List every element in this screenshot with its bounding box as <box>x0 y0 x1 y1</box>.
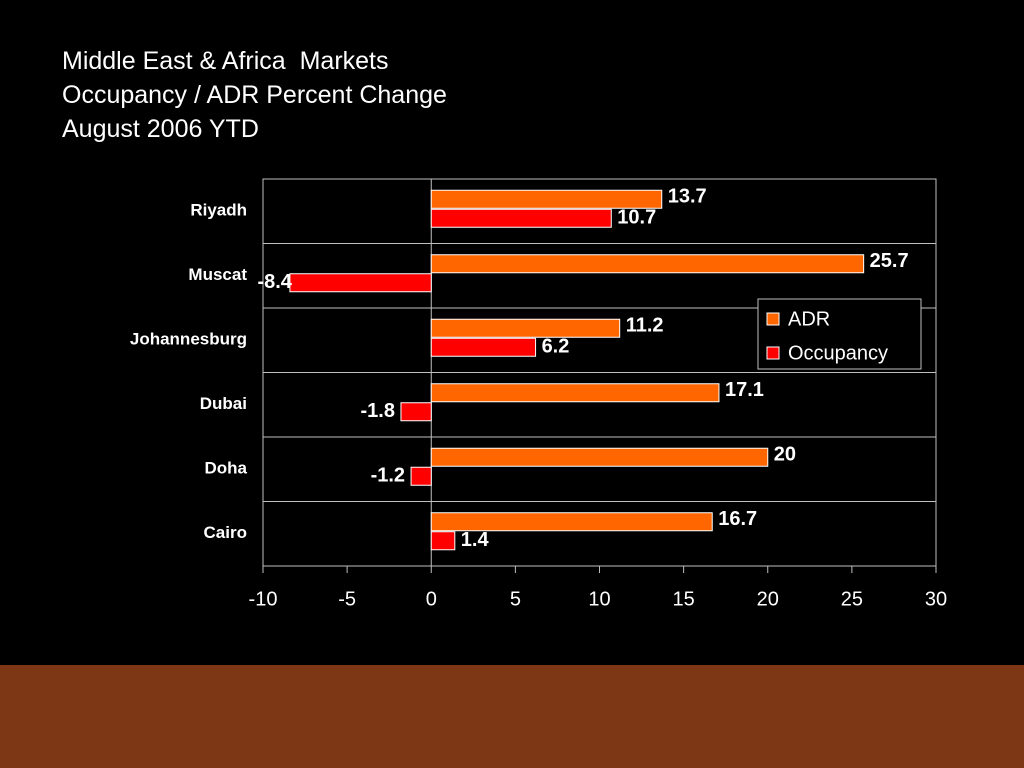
x-tick-label: -10 <box>249 588 278 610</box>
data-label: 13.7 <box>668 186 707 208</box>
bar-occupancy <box>410 466 432 486</box>
bar-occupancy <box>400 402 432 422</box>
title-line-1: Middle East & Africa Markets <box>62 47 389 75</box>
data-label: -1.2 <box>371 465 405 487</box>
x-tick-label: 15 <box>673 588 695 610</box>
data-label: 25.7 <box>870 250 909 272</box>
legend-swatch-occupancy <box>766 346 780 360</box>
bar-adr <box>430 512 713 532</box>
category-label: Muscat <box>188 265 247 284</box>
legend <box>757 298 922 370</box>
data-label: 1.4 <box>461 529 490 551</box>
bar-adr <box>430 254 865 274</box>
x-tick-label: 30 <box>925 588 947 610</box>
chart-title: Middle East & Africa Markets Occupancy /… <box>62 44 447 146</box>
data-label: 17.1 <box>725 379 764 401</box>
category-label: Cairo <box>204 523 247 542</box>
x-tick-label: 0 <box>426 588 437 610</box>
x-tick-label: 5 <box>510 588 521 610</box>
title-line-2: Occupancy / ADR Percent Change <box>62 81 447 109</box>
bar-occupancy <box>289 273 432 293</box>
title-line-3: August 2006 YTD <box>62 115 259 143</box>
x-tick-label: 25 <box>841 588 863 610</box>
x-tick-label: 20 <box>757 588 779 610</box>
data-label: 20 <box>774 444 796 466</box>
data-label: 6.2 <box>542 336 570 358</box>
category-label: Doha <box>205 459 248 478</box>
data-label: -1.8 <box>360 400 394 422</box>
data-label: 10.7 <box>617 207 656 229</box>
data-label: -8.4 <box>257 271 292 293</box>
bar-adr <box>430 318 621 338</box>
bar-adr <box>430 189 663 209</box>
footer-band <box>0 665 1024 768</box>
x-tick-label: 10 <box>588 588 610 610</box>
legend-swatch-adr <box>766 312 780 326</box>
category-label: Dubai <box>200 394 247 413</box>
bar-adr <box>430 383 720 403</box>
bar-occupancy <box>430 208 612 228</box>
data-label: 16.7 <box>718 508 757 530</box>
legend-label: Occupancy <box>788 342 888 364</box>
category-label: Johannesburg <box>130 330 247 349</box>
bar-chart: -10 -5 0 5 10 15 20 25 30 Riyadh 13.7 10.7 Muscat 25.… <box>130 178 947 610</box>
bar-adr <box>430 447 769 467</box>
data-label: 11.2 <box>626 315 664 337</box>
x-tick-label: -5 <box>338 588 356 610</box>
bar-occupancy <box>430 337 537 357</box>
bar-occupancy <box>430 531 456 551</box>
category-label: Riyadh <box>190 201 247 220</box>
legend-label: ADR <box>788 308 830 330</box>
